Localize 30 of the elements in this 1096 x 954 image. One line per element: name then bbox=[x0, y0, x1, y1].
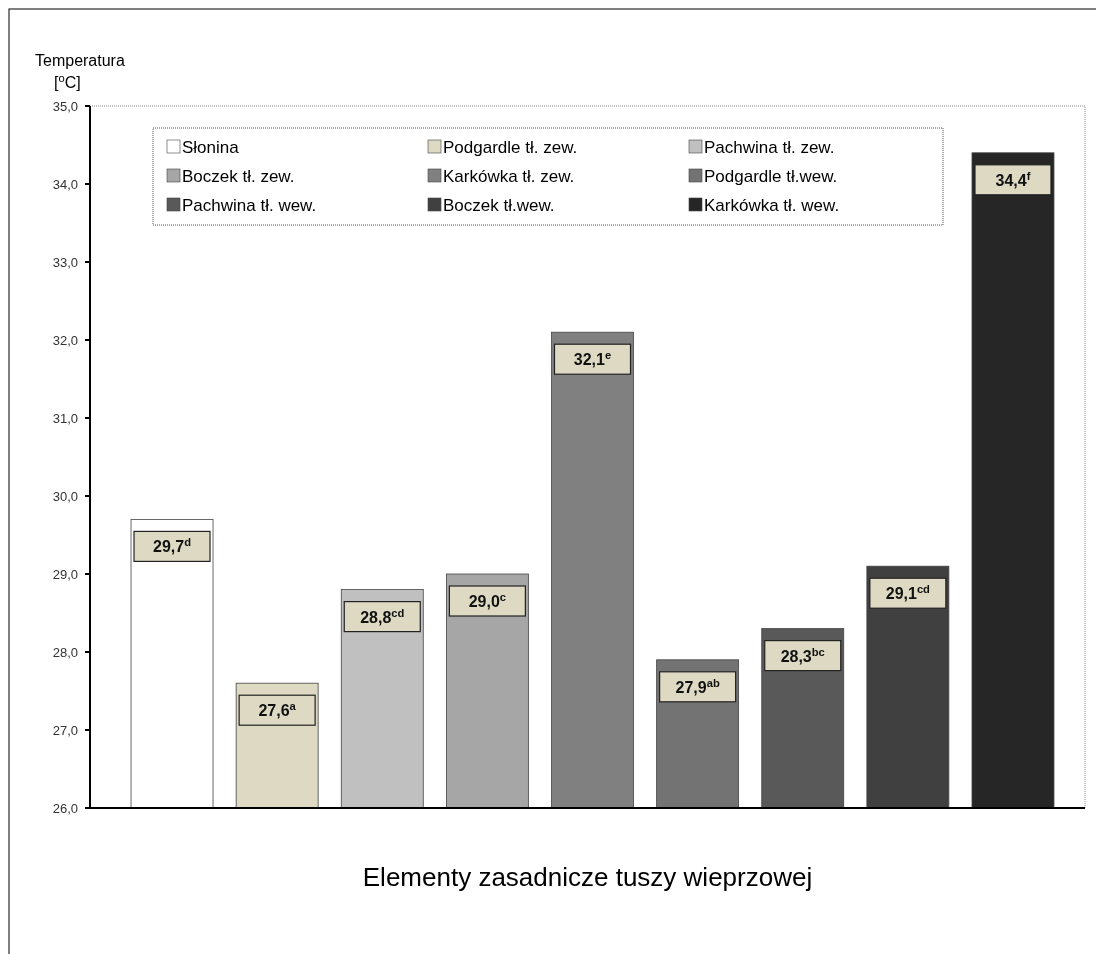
data-label: 29,7$^{d}$ bbox=[153, 536, 192, 556]
y-axis-title: Temperatura [$^{o}$C] bbox=[35, 52, 125, 91]
y-tick-label: 34,0 bbox=[52, 177, 78, 192]
y-tick-label: 35,0 bbox=[52, 99, 78, 114]
legend-label: Karkówka tł. zew. bbox=[443, 167, 575, 186]
legend-label: Podgardle tł.wew. bbox=[704, 167, 838, 186]
y-tick-label: 28,0 bbox=[52, 645, 78, 660]
y-tick-label: 30,0 bbox=[52, 489, 78, 504]
data-label: 27,6$^{a}$ bbox=[258, 700, 297, 720]
y-tick-label: 32,0 bbox=[52, 333, 78, 348]
legend-label: Podgardle tł. zew. bbox=[443, 138, 578, 157]
data-label: 32,1$^{e}$ bbox=[573, 349, 612, 369]
legend-label: Pachwina tł. wew. bbox=[182, 196, 317, 215]
y-tick-label: 27,0 bbox=[52, 723, 78, 738]
data-label: 34,4$^{f}$ bbox=[995, 169, 1031, 189]
y-tick-label: 26,0 bbox=[52, 801, 78, 816]
data-label: 28,3$^{bc}$ bbox=[780, 645, 825, 665]
legend-label: Boczek tł. zew. bbox=[182, 167, 295, 186]
y-tick-label: 31,0 bbox=[52, 411, 78, 426]
y-tick-label: 33,0 bbox=[52, 255, 78, 270]
legend-label: Słonina bbox=[182, 138, 240, 157]
data-label: 28,8$^{cd}$ bbox=[360, 606, 405, 626]
legend-label: Boczek tł.wew. bbox=[443, 196, 555, 215]
data-label: 29,0$^{c}$ bbox=[468, 591, 507, 610]
legend-label: Pachwina tł. zew. bbox=[704, 138, 835, 157]
y-tick-label: 29,0 bbox=[52, 567, 78, 582]
x-axis-title: Elementy zasadnicze tuszy wieprzowej bbox=[362, 862, 813, 892]
legend-label: Karkówka tł. wew. bbox=[704, 196, 840, 215]
data-label: 29,1$^{cd}$ bbox=[885, 583, 931, 603]
data-label: 27,9$^{ab}$ bbox=[675, 676, 720, 696]
